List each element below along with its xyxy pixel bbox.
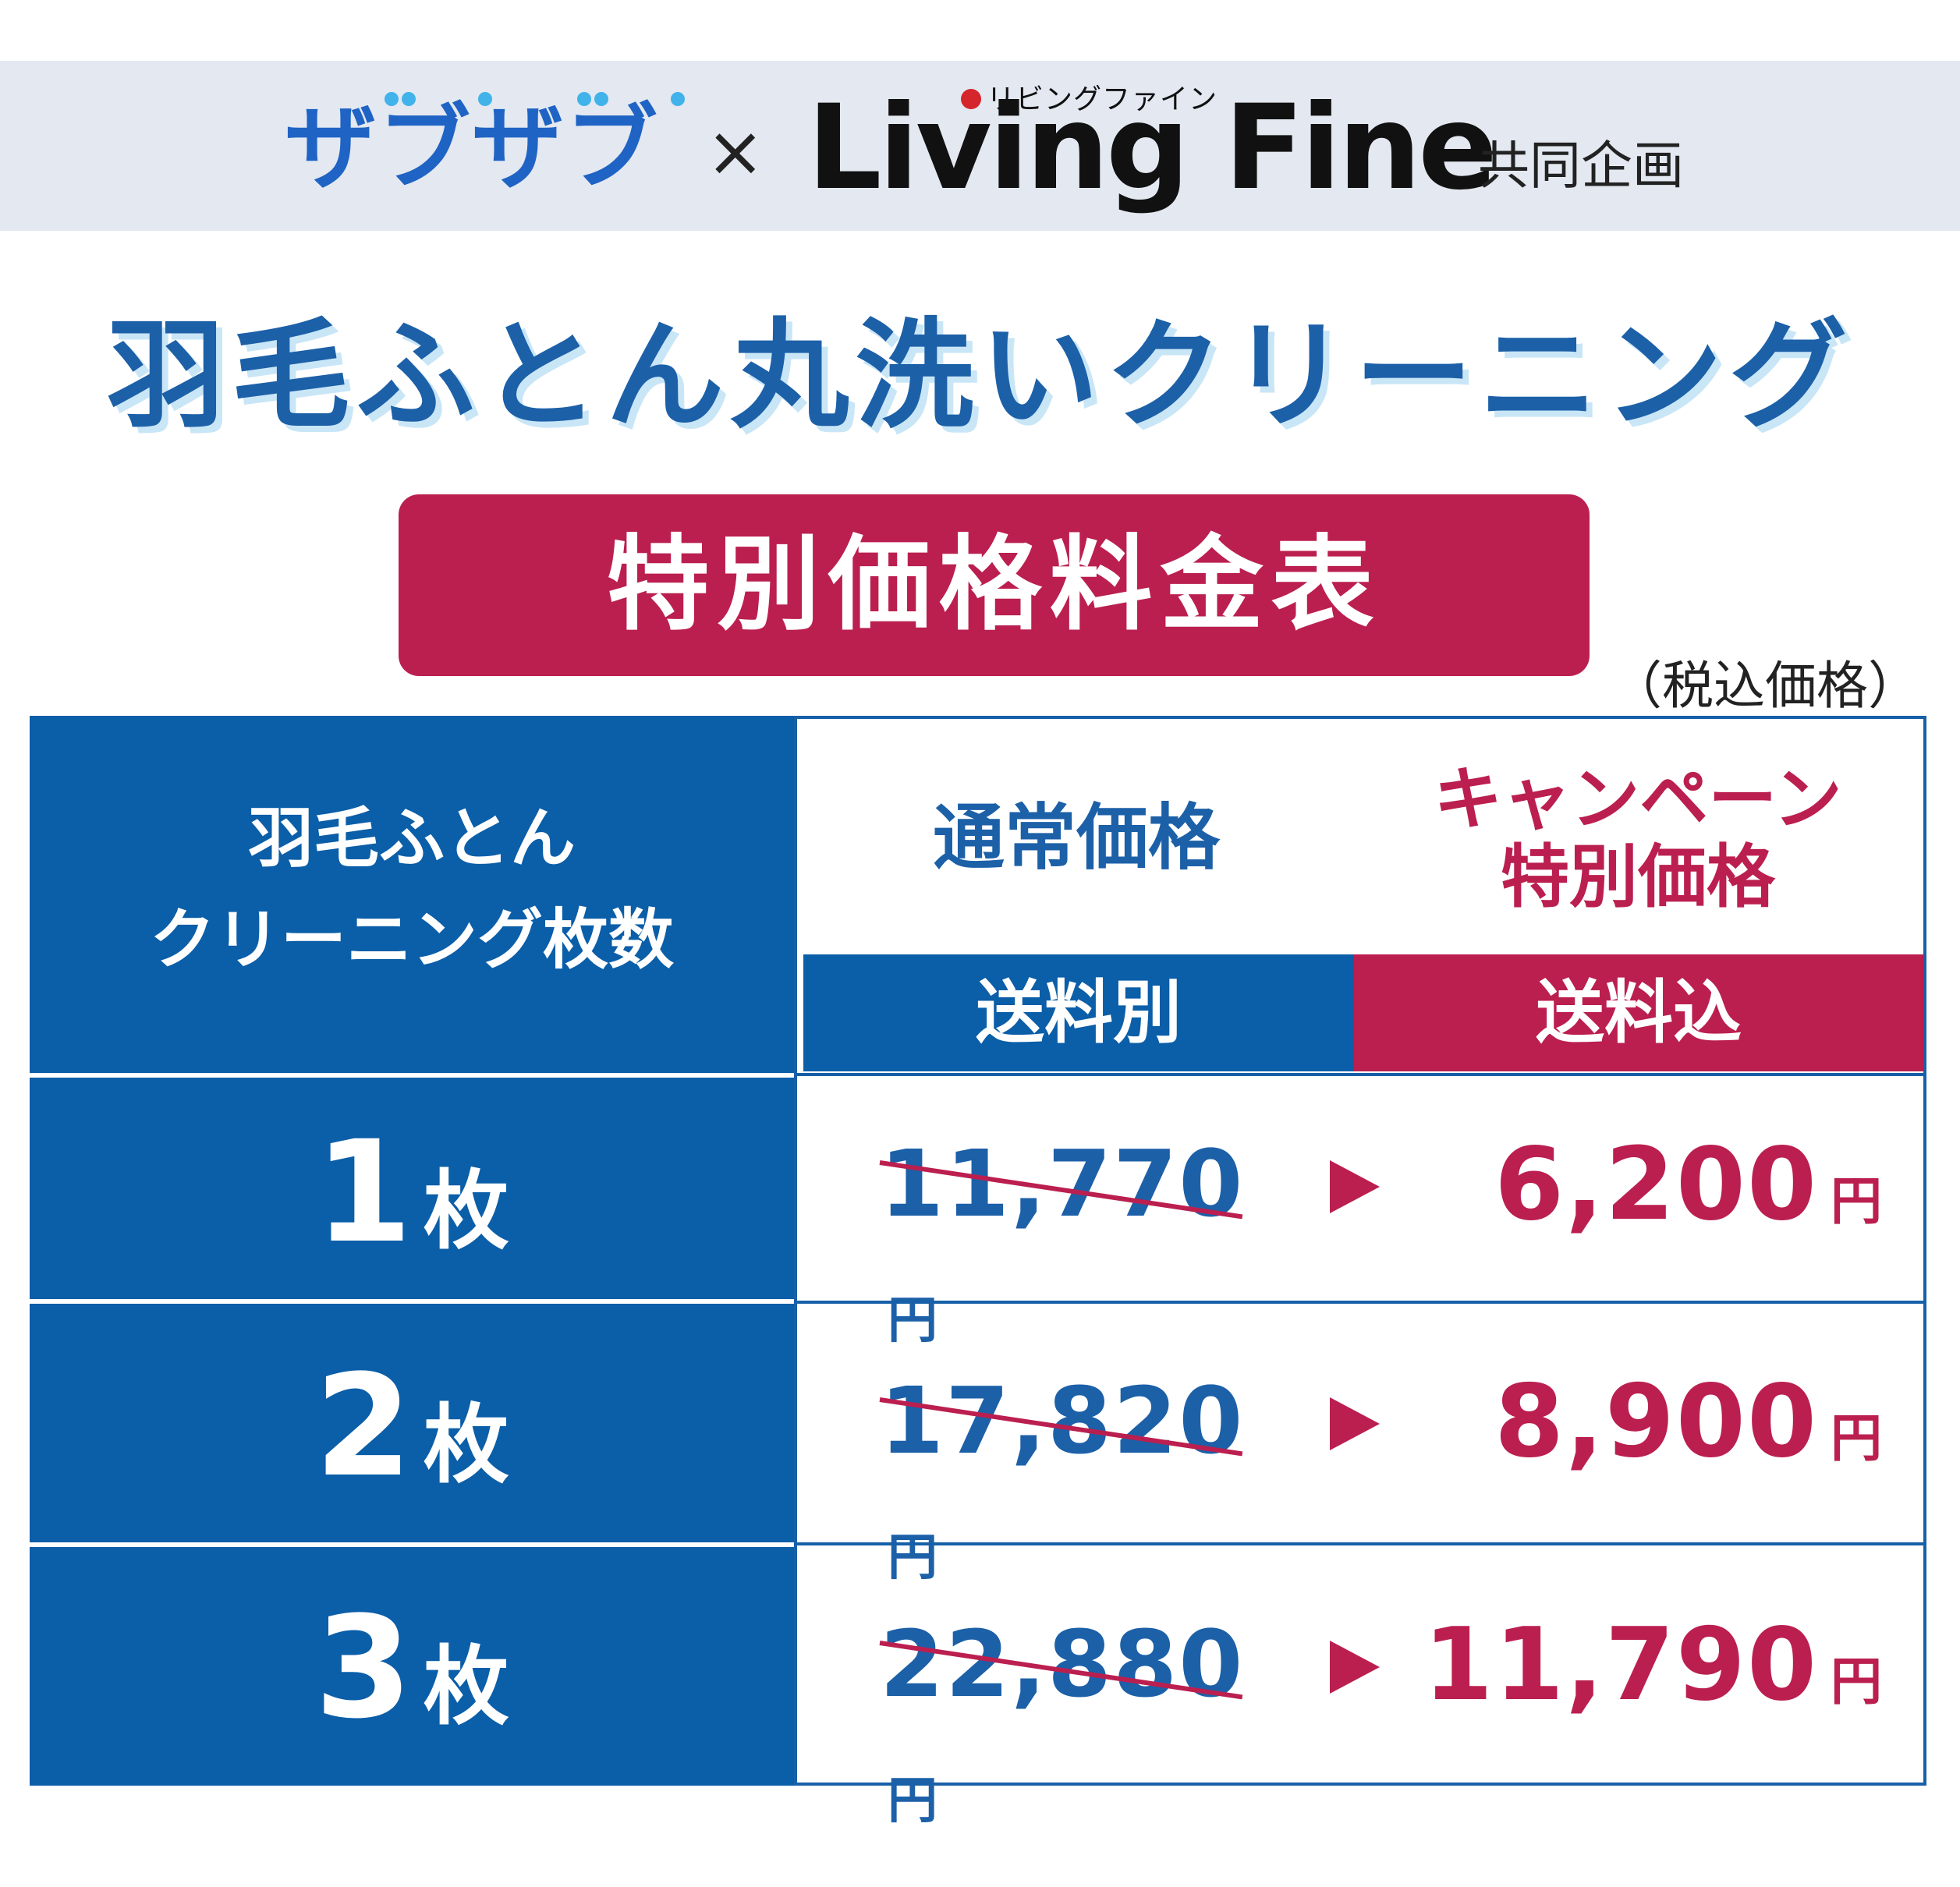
quantity-cell-3 [30,1547,794,1786]
shipping-separate-label: 送料別 [975,972,1182,1053]
quantity-header-label: 羽毛ふとん クリーニング枚数 [30,788,794,990]
campaign-header-line2: 特別価格 [1500,837,1775,917]
yen-unit: 円 [888,1529,937,1587]
old-price-3: 22,880 円 [880,1609,1285,1868]
campaign-price-value: 11,790 [1423,1607,1818,1723]
arrow-right-icon [1330,1397,1380,1450]
yen-unit: 円 [1831,1171,1882,1231]
normal-price-header: 通常価格 [932,796,1220,880]
row-separator [30,1299,794,1304]
old-price-1: 11,770円 [880,1129,1285,1388]
campaign-price-3: 11,790 円 [1423,1603,1882,1758]
row-border [794,1073,1926,1076]
campaign-price-value: 8,900 [1494,1364,1818,1480]
campaign-price-1: 6,200 円 [1494,1123,1882,1277]
yen-unit: 円 [888,1772,937,1830]
living-fine-logo: Living Fine [807,80,1497,216]
collab-times-sign: × [706,111,765,193]
arrow-right-icon [1330,1160,1380,1213]
zabuzabu-logo: ザブザブ [285,94,660,202]
tax-included-note: （税込価格） [1611,656,1919,716]
joint-project-label: 共同企画 [1478,136,1684,196]
yen-unit: 円 [1831,1408,1882,1468]
old-price-2: 17,820 円 [880,1366,1285,1625]
row-border [794,1301,1926,1304]
old-price-value: 22,880 [880,1610,1245,1718]
campaign-price-2: 8,900 円 [1494,1360,1882,1514]
quantity-number: 1 [314,1111,413,1274]
quantity-header-line1: 羽毛ふとん [247,800,576,876]
header-band [0,61,1960,231]
row-separator [30,1073,794,1078]
quantity-unit: 枚 [423,1637,509,1737]
living-fine-logo-dot [961,89,981,109]
campaign-header-line1: キャンペーン [1434,759,1842,839]
yen-unit: 円 [1831,1652,1882,1712]
quantity-unit: 枚 [423,1161,509,1261]
quantity-cell-2 [30,1304,794,1542]
price-table-badge [399,494,1590,676]
campaign-price-value: 6,200 [1494,1127,1818,1243]
quantity-number: 2 [314,1345,413,1508]
quantity-number: 3 [314,1587,413,1750]
page-title: 羽毛ふとん丸洗いクリーニング [106,306,1854,444]
shipping-included-cell [1354,954,1923,1071]
old-price-value: 11,770 [880,1130,1245,1237]
campaign-price-header: キャンペーン 特別価格 [1357,760,1919,916]
quantity-header-cell [30,716,794,1073]
column-divider [794,716,797,1786]
row-border [794,1542,1926,1545]
shipping-included-label: 送料込 [1535,972,1742,1053]
shipping-separate-cell [803,954,1354,1071]
quantity-cell-1 [30,1078,794,1299]
price-table-badge-label: 特別価格料金表 [606,525,1382,645]
old-price-value: 17,820 [880,1367,1245,1475]
arrow-right-icon [1330,1641,1380,1694]
quantity-header-line2: クリーニング枚数 [149,901,674,978]
quantity-unit: 枚 [423,1395,509,1495]
zabu-logo-dots [285,87,685,111]
row-separator [30,1542,794,1547]
living-fine-ruby: リビングファイン [987,83,1218,115]
